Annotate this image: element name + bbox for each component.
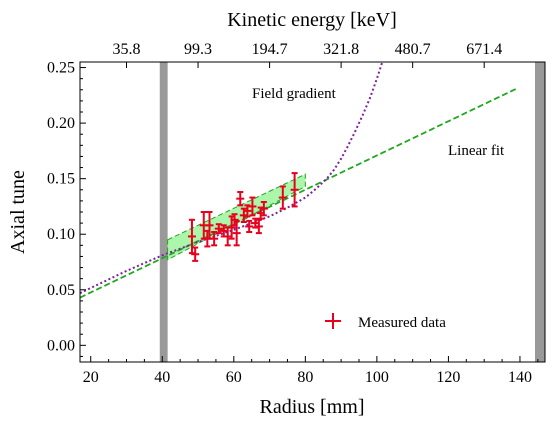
data-point-21 — [259, 201, 268, 217]
y-tick-label-1: 0.05 — [47, 282, 75, 299]
x-tick-label-100: 100 — [365, 369, 389, 386]
field-gradient-label: Field gradient — [252, 86, 337, 102]
series-field-gradient — [80, 62, 384, 295]
shaded-bands — [159, 62, 545, 362]
top-tick-label-2: 194.7 — [252, 41, 288, 58]
shaded-band-1 — [159, 62, 168, 362]
y-tick-label-5: 0.25 — [47, 60, 75, 77]
data-point-7 — [214, 223, 223, 235]
data-points — [187, 172, 299, 262]
data-point-2 — [191, 246, 200, 262]
linear-fit-label: Linear fit — [448, 143, 505, 159]
top-axis-ticks: 35.8 99.3 194.7 321.8 480.7 671.4 — [113, 41, 502, 68]
data-point-22 — [278, 185, 287, 210]
top-tick-label-3: 321.8 — [323, 41, 359, 58]
data-point-12 — [232, 219, 241, 247]
data-point-5 — [205, 211, 214, 240]
top-tick-label-0: 35.8 — [113, 41, 141, 58]
x-tick-label-80: 80 — [297, 369, 313, 386]
data-point-6 — [210, 231, 219, 247]
y-tick-label-2: 0.10 — [47, 226, 75, 243]
data-point-23 — [290, 172, 299, 208]
plot-frame — [79, 61, 546, 363]
legend: Measured data — [325, 313, 446, 331]
top-tick-label-1: 99.3 — [184, 41, 212, 58]
x-tick-label-120: 120 — [436, 369, 460, 386]
top-axis-title: Kinetic energy [keV] — [227, 9, 397, 31]
legend-label-measured-data: Measured data — [358, 315, 446, 331]
x-axis-ticks: 20 40 60 80 100 120 140 — [83, 356, 539, 386]
data-point-15 — [243, 204, 252, 218]
data-point-13 — [236, 191, 245, 207]
x-tick-label-40: 40 — [154, 369, 170, 386]
series-linear-fit — [80, 87, 517, 299]
y-tick-label-0: 0.00 — [47, 337, 75, 354]
y-axis-title: Axial tune — [7, 170, 29, 254]
x-axis-title: Radius [mm] — [260, 396, 365, 418]
top-tick-label-4: 480.7 — [395, 41, 431, 58]
shaded-band-2 — [534, 62, 545, 362]
data-point-1 — [187, 218, 196, 255]
y-axis-ticks: 0.00 0.05 0.10 0.15 0.20 0.25 — [47, 60, 86, 357]
y-tick-label-3: 0.15 — [47, 171, 75, 188]
data-point-19 — [254, 218, 263, 235]
top-tick-label-5: 671.4 — [466, 41, 502, 58]
x-tick-label-140: 140 — [508, 369, 532, 386]
data-point-17 — [248, 196, 257, 217]
legend-marker-measured-data — [325, 313, 341, 329]
data-point-16 — [245, 219, 254, 233]
x-tick-label-60: 60 — [226, 369, 242, 386]
x-tick-label-20: 20 — [83, 369, 99, 386]
y-tick-label-4: 0.20 — [47, 115, 75, 132]
